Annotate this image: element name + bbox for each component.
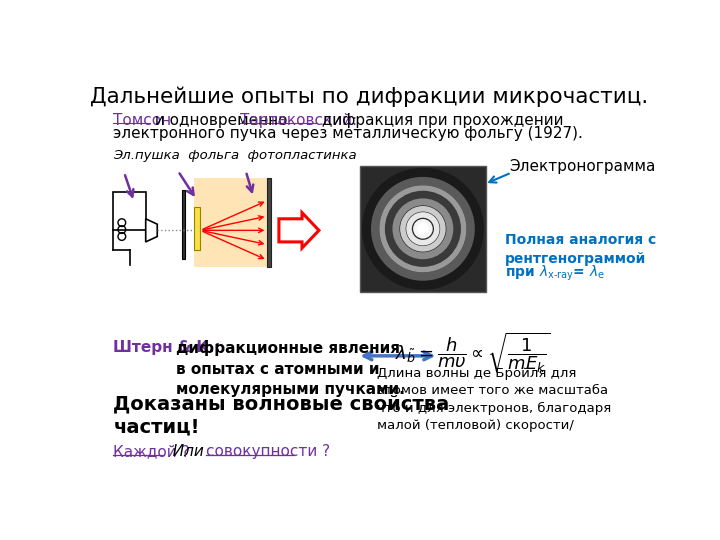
Text: дифракция при прохождении: дифракция при прохождении bbox=[317, 112, 563, 127]
Circle shape bbox=[419, 225, 427, 233]
Text: $\lambda_{\mathit{\tilde{b}}} = \dfrac{h}{m\upsilon} \propto \sqrt{\dfrac{1}{mE_: $\lambda_{\mathit{\tilde{b}}} = \dfrac{h… bbox=[395, 330, 551, 375]
FancyBboxPatch shape bbox=[194, 178, 271, 267]
Text: совокупности ?: совокупности ? bbox=[206, 444, 330, 460]
FancyArrow shape bbox=[279, 213, 319, 248]
Text: Полная аналогия с
рентгенограммой: Полная аналогия с рентгенограммой bbox=[505, 233, 656, 266]
Text: при $\lambda_{\mathrm{x\text{-}ray}}$= $\lambda_{\mathrm{e}}$: при $\lambda_{\mathrm{x\text{-}ray}}$= $… bbox=[505, 264, 604, 283]
Text: Длина волны де Бройля для
атомов имеет того же масштаба
что и для электронов, бл: Длина волны де Бройля для атомов имеет т… bbox=[377, 367, 611, 432]
Text: Эл.пушка  фольга  фотопластинка: Эл.пушка фольга фотопластинка bbox=[113, 150, 357, 163]
Text: Тартаковский:: Тартаковский: bbox=[240, 112, 357, 127]
Text: Штерн & К.:: Штерн & К.: bbox=[113, 340, 226, 355]
Polygon shape bbox=[145, 219, 157, 242]
Text: Электронограмма: Электронограмма bbox=[509, 159, 655, 174]
Text: Доказаны волновые свойства
частиц!: Доказаны волновые свойства частиц! bbox=[113, 394, 449, 437]
FancyBboxPatch shape bbox=[194, 207, 200, 249]
Text: и одновременно: и одновременно bbox=[150, 112, 292, 127]
Text: Или: Или bbox=[163, 444, 213, 460]
Text: Дальнейшие опыты по дифракции микрочастиц.: Дальнейшие опыты по дифракции микрочасти… bbox=[90, 86, 648, 107]
Text: дифракционные явления
в опытах с атомными и
молекулярными пучками.: дифракционные явления в опытах с атомным… bbox=[176, 340, 405, 397]
Text: Каждой ?: Каждой ? bbox=[113, 444, 190, 460]
Text: Томсон: Томсон bbox=[113, 112, 171, 127]
Text: электронного пучка через металлическую фольгу (1927).: электронного пучка через металлическую ф… bbox=[113, 126, 583, 140]
FancyBboxPatch shape bbox=[360, 166, 486, 292]
FancyBboxPatch shape bbox=[267, 178, 271, 267]
FancyBboxPatch shape bbox=[113, 192, 145, 231]
Circle shape bbox=[417, 222, 429, 235]
FancyBboxPatch shape bbox=[182, 190, 185, 259]
